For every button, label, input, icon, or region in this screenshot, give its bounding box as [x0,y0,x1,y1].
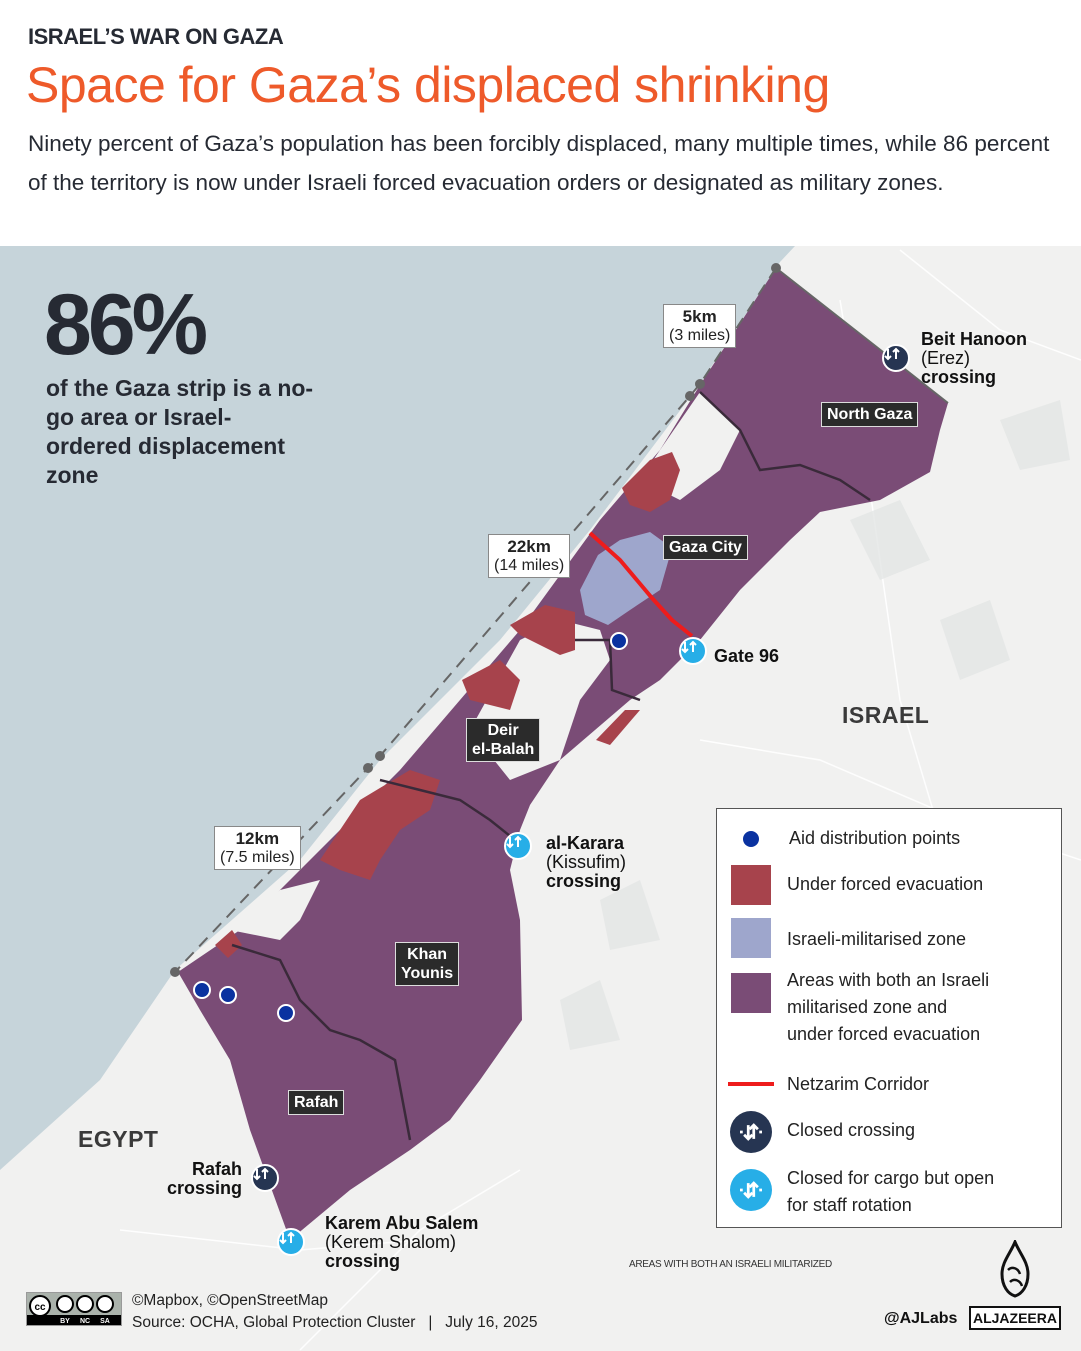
mediterranean-sea [0,246,795,1170]
stat-description: of the Gaza strip is a no-go area or Isr… [46,375,314,488]
map-credit: ©Mapbox, ©OpenStreetMap [132,1292,329,1309]
militarised-zone-area [580,532,672,625]
svg-text:BY: BY [60,1318,70,1325]
crossing-label-al-karara: al-Karara (Kissufim) crossing [546,833,626,891]
country-label-egypt: EGYPT [78,1126,159,1152]
aid-point[interactable] [219,986,237,1004]
map-canvas [0,246,1081,1351]
combined-zone-area [178,268,948,1240]
aljazeera-logo: ALJAZEERA [969,1306,1061,1330]
combined-swatch [731,973,771,1013]
aid-point[interactable] [610,632,628,650]
svg-text:cc: cc [34,1302,46,1313]
partial-crossing-icon[interactable] [504,832,532,860]
region-label-rafah: Rafah [288,1090,345,1115]
closed-crossing-icon [730,1111,772,1153]
cc-license-icon: cc BY NC SA [27,1293,121,1325]
evacuation-area [215,930,242,958]
distance-label-total: 22km (14 miles) [488,534,571,578]
svg-text:SA: SA [100,1318,110,1325]
page-title: Space for Gaza’s displaced shrinking [26,57,830,113]
social-handle[interactable]: @AJLabs [884,1310,958,1327]
region-label-deir-el-balah: Deir el-Balah [466,718,541,762]
header: ISRAEL’S WAR ON GAZA Space for Gaza’s di… [0,0,1081,246]
legend: Aid distribution points Under forced eva… [716,808,1062,1228]
aid-dot-icon [743,831,759,847]
closed-crossing-icon[interactable] [882,344,910,372]
footnote: AREAS WITH BOTH AN ISRAELI MILITARIZED [629,1259,832,1270]
evacuation-area [510,605,575,655]
aid-point[interactable] [193,981,211,999]
netzarim-corridor [588,531,694,638]
partial-crossing-icon [730,1169,772,1211]
svg-text:NC: NC [80,1318,90,1325]
stat-value: 86% [44,277,208,373]
crossing-label-karem-abu-salem: Karem Abu Salem (Kerem Shalom) crossing [325,1213,479,1271]
partial-crossing-icon[interactable] [679,637,707,665]
aljazeera-emblem-icon [998,1238,1032,1298]
crossing-label-rafah: Rafah crossing [166,1159,242,1198]
source-line: Source: OCHA, Global Protection Cluster … [132,1314,538,1331]
crossing-label-gate-96: Gate 96 [714,646,780,666]
crossing-label-beit-hanoon: Beit Hanoon (Erez) crossing [921,329,1027,387]
militarised-swatch [731,918,771,958]
distance-label-south: 12km (7.5 miles) [214,826,301,870]
subtitle: Ninety percent of Gaza’s population has … [28,131,1050,195]
evacuation-area [462,660,520,710]
netzarim-line-icon [728,1082,774,1086]
distance-label-north: 5km (3 miles) [663,304,737,348]
region-label-khan-younis: Khan Younis [395,942,460,986]
region-label-gaza-city: Gaza City [663,535,748,560]
evacuation-swatch [731,865,771,905]
aid-point[interactable] [277,1004,295,1022]
partial-crossing-icon[interactable] [277,1228,305,1256]
map: 86% of the Gaza strip is a no-go area or… [0,246,1081,1351]
creative-commons-badge: cc BY NC SA [26,1292,122,1326]
region-label-north-gaza: North Gaza [821,402,919,427]
footer-credits: ©Mapbox, ©OpenStreetMap Source: OCHA, Gl… [132,1290,538,1334]
evacuation-area [320,770,440,880]
evacuation-area [622,452,680,512]
country-label-israel: ISRAEL [842,702,930,728]
kicker: ISRAEL’S WAR ON GAZA [28,24,284,49]
closed-crossing-icon[interactable] [251,1164,279,1192]
evacuation-area [596,710,640,745]
